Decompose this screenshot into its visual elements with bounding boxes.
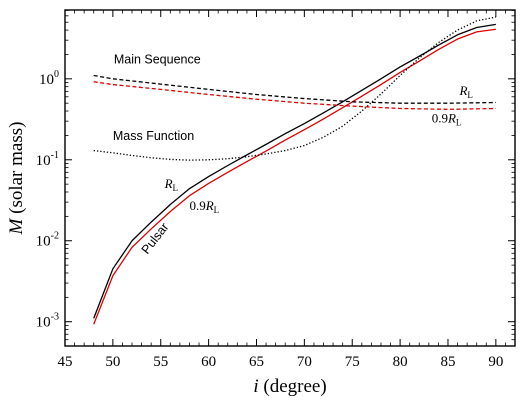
series-line-1 — [93, 23, 496, 319]
tick-layer: 45 50 55 60 65 70 75 80 85 90 10-3 10-2 10-1 100 — [36, 9, 516, 370]
x-tick-label: 60 — [201, 354, 216, 370]
x-tick-label: 80 — [393, 354, 408, 370]
annotation-2: Mass Function — [113, 129, 194, 143]
annotation-7: 0.9RL — [432, 110, 462, 127]
series-layer — [93, 16, 496, 325]
annotation-4: RL — [164, 176, 178, 193]
x-axis-title: i (degree) — [253, 376, 326, 397]
annotation-1: Main Sequence — [114, 52, 201, 66]
annotation-5: 0.9RL — [189, 198, 219, 215]
x-tick-label: 50 — [105, 354, 120, 370]
x-tick-label: 85 — [440, 354, 455, 370]
y-tick-label: 10-3 — [36, 312, 59, 331]
annotation-6: RL — [458, 83, 472, 100]
x-tick-label: 70 — [297, 354, 312, 370]
y-tick-label: 10-2 — [36, 231, 59, 250]
x-tick-label: 45 — [58, 354, 73, 370]
x-tick-label: 75 — [345, 354, 360, 370]
series-line-4 — [93, 81, 496, 110]
y-tick-label: 100 — [39, 69, 59, 88]
series-line-5 — [93, 16, 496, 161]
x-tick-label: 55 — [153, 354, 168, 370]
series-line-2 — [93, 28, 496, 325]
series-line-3 — [93, 74, 496, 104]
plot-frame — [64, 9, 516, 347]
x-tick-label: 90 — [488, 354, 503, 370]
annotation-layer: Main Sequence Mass Function Pulsar RL 0.9RL R… — [113, 52, 473, 256]
x-tick-label: 65 — [249, 354, 264, 370]
annotation-3: Pulsar — [139, 220, 172, 257]
y-axis-title: M (solar mass) — [6, 122, 27, 236]
y-tick-label: 10-1 — [36, 150, 59, 169]
